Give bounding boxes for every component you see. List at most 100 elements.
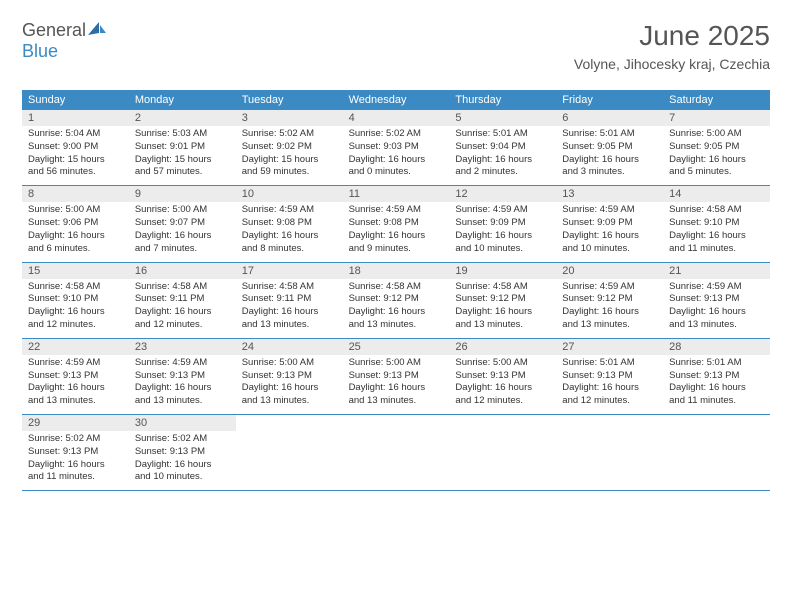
day-number: 10 [236, 186, 343, 202]
week-row: 8Sunrise: 5:00 AMSunset: 9:06 PMDaylight… [22, 186, 770, 262]
day-info: Sunrise: 5:00 AMSunset: 9:05 PMDaylight:… [663, 128, 770, 179]
day-cell: 2Sunrise: 5:03 AMSunset: 9:01 PMDaylight… [129, 110, 236, 185]
day-cell: 27 Sunrise: 5:01 AMSunset: 9:13 PMDayligh… [556, 339, 663, 414]
day-cell [556, 415, 663, 490]
weeks-container: 1Sunrise: 5:04 AMSunset: 9:00 PMDaylight… [22, 110, 770, 491]
day-info: Sunrise: 4:58 AMSunset: 9:12 PMDaylight:… [343, 281, 450, 332]
day-info: Sunrise: 4:59 AMSunset: 9:13 PMDaylight:… [663, 281, 770, 332]
day-number: 16 [129, 263, 236, 279]
day-cell: 16 Sunrise: 4:58 AMSunset: 9:11 PMDayligh… [129, 263, 236, 338]
day-number: 21 [663, 263, 770, 279]
header: GeneralBlue June 2025 Volyne, Jihocesky … [22, 20, 770, 72]
logo-text-blue: Blue [22, 41, 58, 61]
day-info: Sunrise: 4:58 AMSunset: 9:12 PMDaylight:… [449, 281, 556, 332]
day-cell: 28 Sunrise: 5:01 AMSunset: 9:13 PMDayligh… [663, 339, 770, 414]
day-info: Sunrise: 4:59 AMSunset: 9:09 PMDaylight:… [556, 204, 663, 255]
location: Volyne, Jihocesky kraj, Czechia [574, 56, 770, 72]
day-cell: 22Sunrise: 4:59 AMSunset: 9:13 PMDayligh… [22, 339, 129, 414]
weekday-header: SundayMondayTuesdayWednesdayThursdayFrid… [22, 90, 770, 110]
calendar: SundayMondayTuesdayWednesdayThursdayFrid… [22, 90, 770, 491]
day-info: Sunrise: 5:02 AMSunset: 9:02 PMDaylight:… [236, 128, 343, 179]
day-cell: 8Sunrise: 5:00 AMSunset: 9:06 PMDaylight… [22, 186, 129, 261]
day-cell: 23 Sunrise: 4:59 AMSunset: 9:13 PMDayligh… [129, 339, 236, 414]
day-info: Sunrise: 4:59 AMSunset: 9:13 PMDaylight:… [129, 357, 236, 408]
day-number: 14 [663, 186, 770, 202]
day-number: 9 [129, 186, 236, 202]
day-cell: 5 Sunrise: 5:01 AMSunset: 9:04 PMDaylight… [449, 110, 556, 185]
day-number: 19 [449, 263, 556, 279]
day-cell: 19 Sunrise: 4:58 AMSunset: 9:12 PMDayligh… [449, 263, 556, 338]
day-number: 22 [22, 339, 129, 355]
day-cell [343, 415, 450, 490]
day-info: Sunrise: 4:58 AMSunset: 9:10 PMDaylight:… [22, 281, 129, 332]
day-info: Sunrise: 5:02 AMSunset: 9:13 PMDaylight:… [129, 433, 236, 484]
day-cell: 7 Sunrise: 5:00 AMSunset: 9:05 PMDaylight… [663, 110, 770, 185]
weekday-label: Friday [556, 90, 663, 110]
day-number: 30 [129, 415, 236, 431]
day-cell [449, 415, 556, 490]
day-number: 5 [449, 110, 556, 126]
day-cell: 29Sunrise: 5:02 AMSunset: 9:13 PMDayligh… [22, 415, 129, 490]
day-info: Sunrise: 5:01 AMSunset: 9:13 PMDaylight:… [663, 357, 770, 408]
day-number: 7 [663, 110, 770, 126]
day-info: Sunrise: 4:58 AMSunset: 9:10 PMDaylight:… [663, 204, 770, 255]
month-title: June 2025 [574, 20, 770, 52]
day-cell: 4 Sunrise: 5:02 AMSunset: 9:03 PMDaylight… [343, 110, 450, 185]
day-number: 18 [343, 263, 450, 279]
day-cell: 6 Sunrise: 5:01 AMSunset: 9:05 PMDaylight… [556, 110, 663, 185]
day-info: Sunrise: 5:03 AMSunset: 9:01 PMDaylight:… [129, 128, 236, 179]
day-cell: 11 Sunrise: 4:59 AMSunset: 9:08 PMDayligh… [343, 186, 450, 261]
day-number: 3 [236, 110, 343, 126]
day-cell: 30 Sunrise: 5:02 AMSunset: 9:13 PMDayligh… [129, 415, 236, 490]
week-row: 1Sunrise: 5:04 AMSunset: 9:00 PMDaylight… [22, 110, 770, 186]
day-number: 23 [129, 339, 236, 355]
day-cell: 1Sunrise: 5:04 AMSunset: 9:00 PMDaylight… [22, 110, 129, 185]
day-number: 4 [343, 110, 450, 126]
week-row: 15 Sunrise: 4:58 AMSunset: 9:10 PMDayligh… [22, 263, 770, 339]
day-cell: 10Sunrise: 4:59 AMSunset: 9:08 PMDayligh… [236, 186, 343, 261]
logo-text-general: General [22, 20, 86, 40]
day-number: 27 [556, 339, 663, 355]
day-number: 28 [663, 339, 770, 355]
weekday-label: Saturday [663, 90, 770, 110]
week-row: 29Sunrise: 5:02 AMSunset: 9:13 PMDayligh… [22, 415, 770, 491]
day-info: Sunrise: 4:59 AMSunset: 9:09 PMDaylight:… [449, 204, 556, 255]
day-info: Sunrise: 5:02 AMSunset: 9:03 PMDaylight:… [343, 128, 450, 179]
day-info: Sunrise: 4:58 AMSunset: 9:11 PMDaylight:… [129, 281, 236, 332]
day-number: 25 [343, 339, 450, 355]
day-info: Sunrise: 5:01 AMSunset: 9:04 PMDaylight:… [449, 128, 556, 179]
day-number: 29 [22, 415, 129, 431]
day-number: 26 [449, 339, 556, 355]
day-number: 13 [556, 186, 663, 202]
day-info: Sunrise: 5:01 AMSunset: 9:05 PMDaylight:… [556, 128, 663, 179]
day-info: Sunrise: 5:00 AMSunset: 9:07 PMDaylight:… [129, 204, 236, 255]
day-info: Sunrise: 5:00 AMSunset: 9:13 PMDaylight:… [343, 357, 450, 408]
day-info: Sunrise: 4:58 AMSunset: 9:11 PMDaylight:… [236, 281, 343, 332]
day-cell: 26Sunrise: 5:00 AMSunset: 9:13 PMDayligh… [449, 339, 556, 414]
day-cell: 14 Sunrise: 4:58 AMSunset: 9:10 PMDayligh… [663, 186, 770, 261]
day-number: 20 [556, 263, 663, 279]
weekday-label: Monday [129, 90, 236, 110]
day-cell [236, 415, 343, 490]
day-cell: 15 Sunrise: 4:58 AMSunset: 9:10 PMDayligh… [22, 263, 129, 338]
sail-icon [88, 20, 106, 41]
day-number: 11 [343, 186, 450, 202]
day-number: 1 [22, 110, 129, 126]
day-info: Sunrise: 4:59 AMSunset: 9:08 PMDaylight:… [343, 204, 450, 255]
weekday-label: Sunday [22, 90, 129, 110]
title-block: June 2025 Volyne, Jihocesky kraj, Czechi… [574, 20, 770, 72]
day-cell: 17Sunrise: 4:58 AMSunset: 9:11 PMDayligh… [236, 263, 343, 338]
day-cell [663, 415, 770, 490]
weekday-label: Wednesday [343, 90, 450, 110]
day-cell: 21 Sunrise: 4:59 AMSunset: 9:13 PMDayligh… [663, 263, 770, 338]
logo: GeneralBlue [22, 20, 106, 62]
day-cell: 13 Sunrise: 4:59 AMSunset: 9:09 PMDayligh… [556, 186, 663, 261]
day-cell: 20 Sunrise: 4:59 AMSunset: 9:12 PMDayligh… [556, 263, 663, 338]
day-info: Sunrise: 4:59 AMSunset: 9:12 PMDaylight:… [556, 281, 663, 332]
day-number: 15 [22, 263, 129, 279]
day-info: Sunrise: 5:01 AMSunset: 9:13 PMDaylight:… [556, 357, 663, 408]
day-cell: 25 Sunrise: 5:00 AMSunset: 9:13 PMDayligh… [343, 339, 450, 414]
day-info: Sunrise: 5:00 AMSunset: 9:06 PMDaylight:… [22, 204, 129, 255]
day-cell: 12Sunrise: 4:59 AMSunset: 9:09 PMDayligh… [449, 186, 556, 261]
day-number: 6 [556, 110, 663, 126]
